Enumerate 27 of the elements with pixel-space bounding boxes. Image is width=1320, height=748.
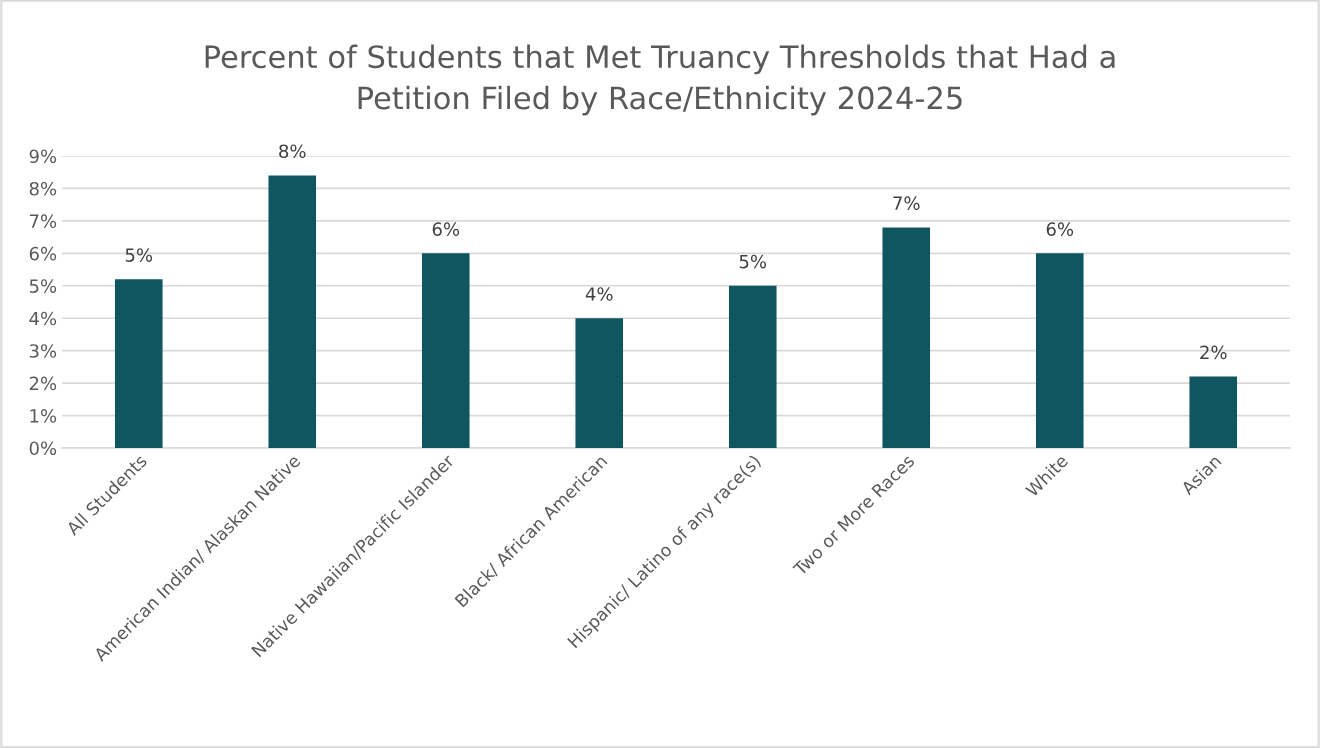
data-label: 4% [585,287,613,301]
bar [421,253,470,448]
bar [728,285,777,448]
y-tick-label: 2% [29,376,57,391]
bar [1035,253,1084,448]
bar [1189,376,1238,448]
y-tick-label: 8% [29,181,57,196]
data-label: 7% [893,196,920,210]
data-label: 5% [125,248,153,262]
y-tick-label: 3% [29,344,57,358]
data-label: 2% [1200,345,1227,360]
y-tick-label: 4% [29,311,57,326]
y-tick-label: 9% [29,149,57,164]
y-tick-label: 1% [30,409,57,423]
y-tick-label: 7% [29,214,57,229]
bar [882,227,931,448]
data-label: 8% [279,144,306,159]
bar [575,318,624,448]
bar [114,279,163,448]
y-tick-label: 6% [29,246,57,261]
data-label: 5% [739,254,767,269]
y-tick-label: 0% [29,441,57,456]
y-tick-label: 5% [29,279,57,293]
data-label: 6% [432,222,460,236]
data-label: 6% [1046,222,1074,236]
bar [268,175,317,448]
chart-title: Percent of Students that Met Truancy Thresholds that Had a Petition Filed by Race/Ethnicity 2024-25 [205,44,1115,116]
